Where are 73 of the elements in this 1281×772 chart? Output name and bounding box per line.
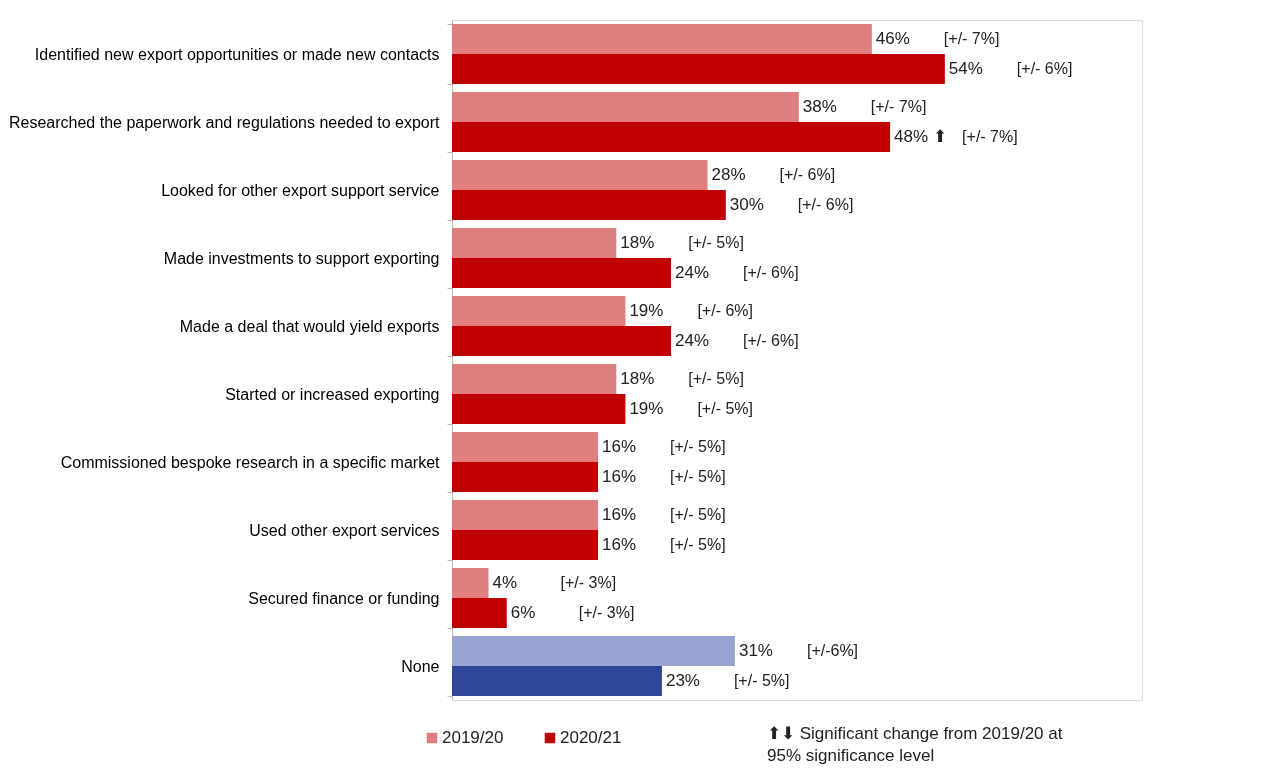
annotation: [+/-6%]	[806, 642, 859, 660]
y-tick-label: Started or increased exporting	[225, 385, 440, 403]
data-label: 24%	[675, 262, 710, 282]
bar	[452, 160, 708, 190]
data-label: 16%	[602, 534, 637, 554]
data-label: 48% ⬆	[894, 126, 947, 146]
annotation: [+/- 5%]	[670, 467, 726, 485]
annotation: [+/- 5%]	[733, 671, 790, 689]
data-label: 19%	[629, 301, 664, 321]
text: [+/- 7%]	[962, 127, 1018, 145]
annotation: [+/- 6%]	[697, 302, 753, 320]
annotation: [+/- 3%]	[578, 603, 635, 621]
bar	[452, 500, 599, 530]
bar	[452, 92, 799, 122]
y-tick-label: Researched the paperwork and regulations needed to export	[8, 113, 441, 131]
data-label: 18%	[620, 369, 655, 389]
annotation: [+/- 6%]	[743, 331, 799, 349]
annotation: [+/- 7%]	[943, 30, 1000, 48]
annotation: [+/- 5%]	[697, 399, 753, 417]
data-label: 46%	[875, 29, 910, 49]
annotation: [+/- 5%]	[670, 438, 726, 456]
data-label: 24%	[675, 330, 710, 350]
data-label: 31%	[738, 641, 773, 661]
data-label: 19%	[629, 398, 664, 418]
bar	[452, 364, 617, 394]
y-tick-label: Made a deal that would yield exports	[179, 317, 440, 335]
text: ⬆⬇ Significant change from 2019/20 at 95% significance level	[767, 724, 1063, 765]
data-label: 6%	[510, 602, 536, 622]
bar	[452, 190, 726, 220]
bar	[452, 432, 599, 462]
annotation: [+/- 5%]	[688, 234, 744, 252]
bar	[452, 296, 626, 326]
data-label: 38%	[802, 97, 837, 117]
data-label: 18%	[620, 233, 655, 253]
data-label: 16%	[602, 466, 637, 486]
legend-label: 2019/20	[442, 728, 504, 747]
text: [+/- 6%]	[1016, 59, 1073, 77]
bar	[452, 228, 617, 258]
annotation: [+/- 7%]	[870, 98, 927, 116]
bar	[452, 24, 872, 54]
y-tick-label: Used other export services	[249, 521, 440, 539]
y-tick-label: Commissioned bespoke research in a specific market	[60, 453, 441, 471]
bar	[452, 326, 672, 356]
bar	[452, 394, 626, 424]
bar	[452, 530, 599, 560]
annotation: [+/- 6%]	[743, 263, 799, 281]
y-tick-label: Made investments to support exporting	[163, 249, 440, 267]
data-label: 28%	[711, 165, 746, 185]
data-label: 23%	[665, 670, 700, 690]
data-label: 4%	[492, 573, 518, 593]
annotation: [+/- 5%]	[688, 370, 744, 388]
annotation: [+/- 5%]	[670, 506, 726, 524]
y-tick-label: Looked for other export support service	[161, 181, 440, 199]
annotation: [+/- 6%]	[779, 166, 836, 184]
y-tick-label: Identified new export opportunities or made new contacts	[34, 45, 440, 63]
bar	[452, 636, 735, 666]
y-tick-label: Secured finance or funding	[248, 589, 440, 607]
data-label: 16%	[602, 437, 637, 457]
data-label: 16%	[602, 505, 637, 525]
bar	[452, 568, 489, 598]
annotation: [+/- 5%]	[670, 535, 726, 553]
y-tick-label: None	[401, 657, 440, 675]
bar	[452, 258, 672, 288]
bar	[452, 666, 662, 696]
bar	[452, 598, 507, 628]
annotation: [+/- 3%]	[560, 574, 617, 592]
bar	[452, 54, 945, 84]
legend-label: 2020/21	[560, 728, 622, 747]
annotation: [+/- 6%]	[797, 195, 854, 213]
data-label: 30%	[729, 194, 764, 214]
data-label: 54%	[948, 58, 983, 78]
bar	[452, 122, 891, 152]
bar	[452, 462, 599, 492]
